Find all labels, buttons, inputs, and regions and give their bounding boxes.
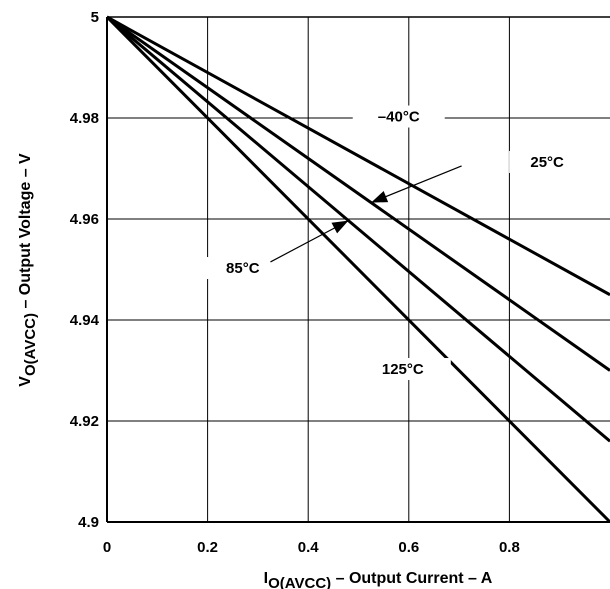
y-axis-label: VO(AVCC) – Output Voltage – V <box>17 153 39 387</box>
annotation-box <box>352 105 445 128</box>
y-tick-label: 5 <box>91 9 99 26</box>
annotation-box <box>366 358 451 381</box>
annotation-label: –40°C <box>378 109 420 126</box>
y-tick-label: 4.9 <box>78 514 99 531</box>
x-tick-labels: 0 0.2 0.4 0.6 0.8 <box>103 539 520 556</box>
series-line <box>105 15 610 524</box>
arrowhead-icon <box>331 220 349 234</box>
y-tick-label: 4.98 <box>70 110 99 127</box>
annotation-arrow <box>370 165 462 204</box>
y-tick-labels: 4.9 4.92 4.94 4.96 4.98 5 <box>70 9 100 531</box>
arrowhead-icon <box>371 191 389 203</box>
x-tick-label: 0.2 <box>197 539 218 556</box>
x-tick-label: 0.8 <box>499 539 520 556</box>
annotation-box <box>204 257 281 280</box>
series-line <box>106 15 610 443</box>
annotation-label: 25°C <box>530 154 564 171</box>
x-axis-label: IO(AVCC) – Output Current – A <box>264 570 493 589</box>
annotation-label: 85°C <box>226 260 260 277</box>
y-tick-label: 4.94 <box>70 312 100 329</box>
series-line <box>106 15 610 297</box>
y-tick-label: 4.92 <box>70 413 99 430</box>
x-tick-label: 0 <box>103 539 111 556</box>
x-tick-label: 0.6 <box>398 539 419 556</box>
x-tick-label: 0.4 <box>298 539 320 556</box>
annotation-box <box>509 150 586 173</box>
annotations: –40°C 25°C 85°C 125°C <box>204 105 586 381</box>
y-tick-label: 4.96 <box>70 211 99 228</box>
series-line <box>106 15 610 372</box>
annotation-label: 125°C <box>382 361 424 378</box>
series-lines <box>105 15 610 524</box>
